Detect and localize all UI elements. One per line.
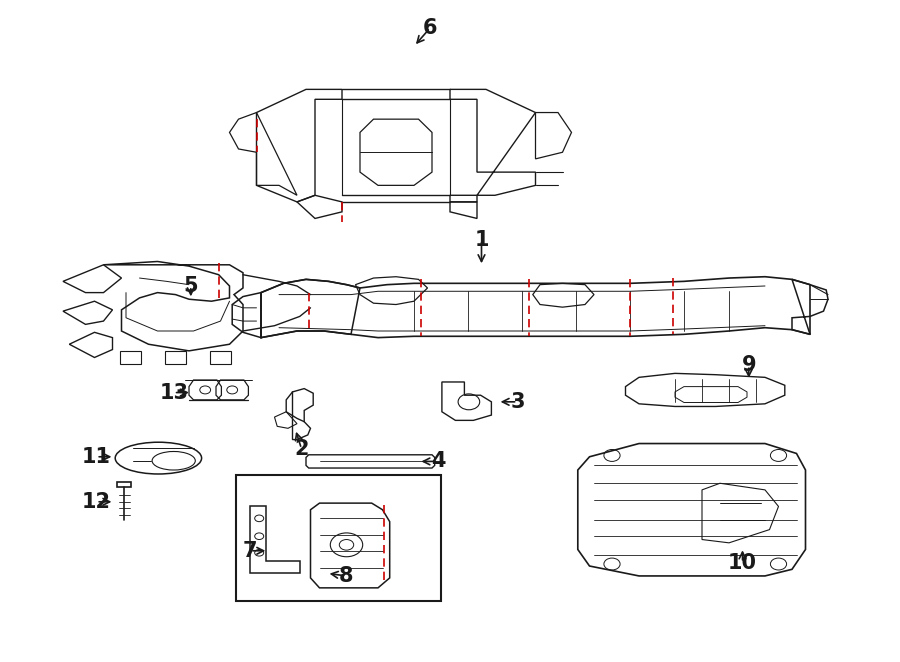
- Text: 10: 10: [728, 553, 757, 573]
- Text: 7: 7: [243, 541, 257, 561]
- Text: 8: 8: [339, 566, 354, 586]
- Bar: [236, 475, 441, 601]
- Text: 11: 11: [82, 447, 111, 467]
- Text: 2: 2: [294, 439, 309, 459]
- Text: 3: 3: [510, 392, 525, 412]
- Text: 6: 6: [423, 18, 437, 38]
- Text: 4: 4: [431, 451, 446, 471]
- Text: 5: 5: [184, 276, 198, 296]
- Text: 1: 1: [474, 230, 489, 250]
- Text: 12: 12: [82, 492, 111, 512]
- Text: 13: 13: [159, 383, 188, 402]
- Text: 9: 9: [742, 355, 756, 375]
